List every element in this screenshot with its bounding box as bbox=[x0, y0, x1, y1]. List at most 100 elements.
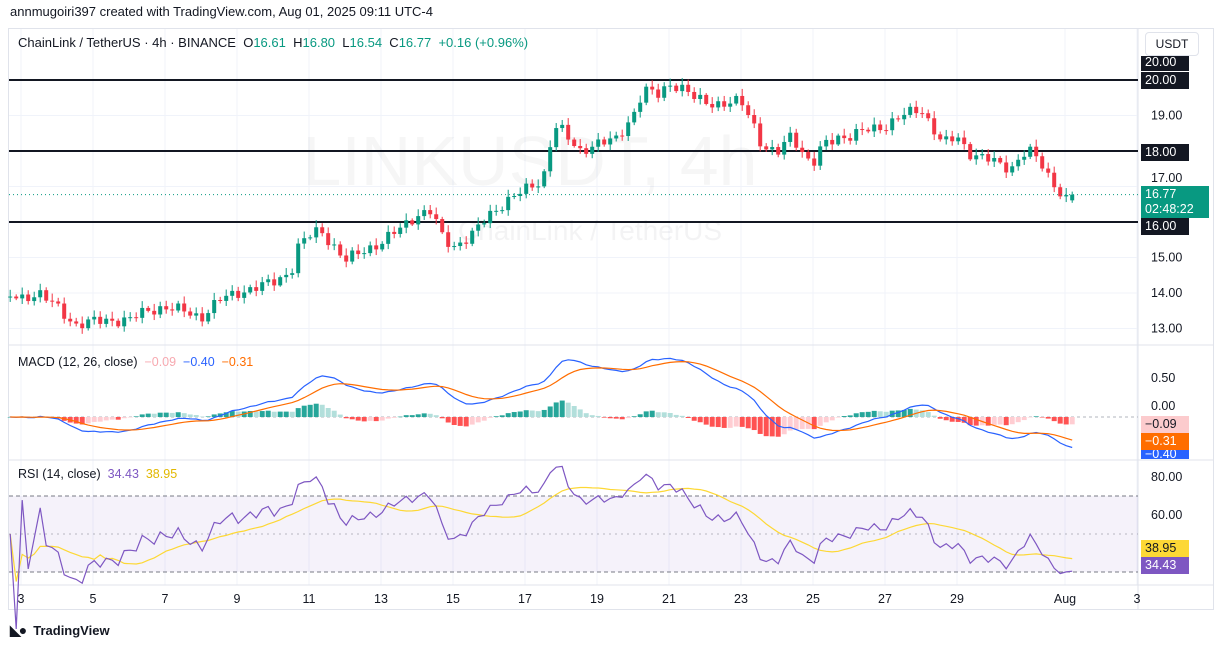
macd-hist-bar bbox=[193, 415, 199, 417]
macd-hist-bar bbox=[655, 412, 661, 417]
macd-hist-bar bbox=[1003, 417, 1009, 426]
candle-body bbox=[242, 292, 247, 298]
macd-hist-bar bbox=[781, 417, 787, 435]
candle-body bbox=[38, 290, 43, 298]
macd-hist-bar bbox=[73, 417, 79, 424]
candle-body bbox=[596, 139, 601, 147]
rsi-tag: 34.43 bbox=[1141, 557, 1189, 574]
candle-body bbox=[116, 320, 121, 327]
macd-hist-bar bbox=[493, 416, 499, 417]
macd-hist-bar bbox=[247, 411, 253, 417]
macd-hist-bar bbox=[637, 414, 643, 417]
tradingview-logo-icon: ◣● bbox=[10, 622, 27, 638]
macd-hist-bar bbox=[769, 417, 775, 437]
candle-body bbox=[878, 124, 883, 131]
macd-hist-bar bbox=[499, 415, 505, 417]
rsi-legend[interactable]: RSI (14, close) 34.43 38.95 bbox=[18, 467, 177, 481]
macd-hist-bar bbox=[835, 417, 841, 418]
candle-body bbox=[662, 86, 667, 98]
macd-hist-bar bbox=[559, 400, 565, 417]
macd-hist-bar bbox=[517, 411, 523, 417]
candle-body bbox=[380, 243, 385, 250]
macd-hist-bar bbox=[121, 417, 127, 419]
macd-hist-bar bbox=[577, 409, 583, 417]
candle-body bbox=[752, 115, 757, 124]
candle-body bbox=[476, 224, 481, 231]
candle-body bbox=[770, 147, 775, 150]
macd-hist-bar bbox=[589, 415, 595, 417]
open-label: O bbox=[243, 35, 254, 50]
candle-body bbox=[254, 287, 259, 291]
macd-hist-bar bbox=[1069, 417, 1075, 425]
candle-body bbox=[854, 129, 859, 141]
macd-hist-bar bbox=[133, 416, 139, 417]
candle-body bbox=[1040, 156, 1045, 169]
time-tick-label: 13 bbox=[374, 592, 388, 606]
time-tick-label: 11 bbox=[303, 592, 316, 606]
macd-hist-bar bbox=[361, 417, 367, 422]
macd-legend[interactable]: MACD (12, 26, close) −0.09 −0.40 −0.31 bbox=[18, 355, 253, 369]
macd-hist-bar bbox=[79, 417, 85, 425]
candle-body bbox=[680, 84, 685, 92]
candle-body bbox=[632, 111, 637, 123]
macd-hist-bar bbox=[439, 417, 445, 419]
candle-body bbox=[1010, 166, 1015, 173]
candle-body bbox=[320, 227, 325, 234]
candle-body bbox=[428, 210, 433, 215]
candle-body bbox=[1034, 146, 1039, 157]
candle-body bbox=[812, 158, 817, 166]
time-tick-label: 7 bbox=[162, 592, 169, 606]
candle-body bbox=[578, 145, 583, 149]
macd-hist-bar bbox=[613, 417, 619, 419]
macd-hist-bar bbox=[553, 402, 559, 417]
low-label: L bbox=[342, 35, 350, 50]
macd-hist-bar bbox=[607, 417, 613, 419]
candle-body bbox=[716, 101, 721, 108]
candle-body bbox=[722, 101, 727, 107]
macd-hist-bar bbox=[547, 406, 553, 417]
rsi-ma-value: 38.95 bbox=[145, 467, 178, 481]
candle-body bbox=[338, 244, 343, 256]
macd-hist-bar bbox=[793, 417, 799, 430]
candle-body bbox=[1028, 146, 1033, 157]
macd-hist-bar bbox=[367, 417, 373, 421]
macd-hist-bar bbox=[535, 411, 541, 417]
candle-body bbox=[1070, 194, 1075, 201]
candle-body bbox=[68, 318, 73, 322]
macd-hist-bar bbox=[451, 417, 457, 425]
macd-hist-bar bbox=[733, 417, 739, 427]
macd-hist-bar bbox=[415, 414, 421, 417]
candle-body bbox=[782, 141, 787, 155]
macd-hist-bar bbox=[163, 412, 169, 417]
macd-hist-bar bbox=[955, 417, 961, 422]
macd-hist-bar bbox=[199, 416, 205, 418]
candle-body bbox=[920, 113, 925, 115]
candle-body bbox=[884, 130, 889, 132]
macd-hist-bar bbox=[703, 417, 709, 425]
candle-body bbox=[350, 250, 355, 262]
candle-body bbox=[668, 85, 673, 87]
macd-hist-bar bbox=[319, 404, 325, 417]
candle-body bbox=[734, 95, 739, 104]
macd-hist-bar bbox=[157, 412, 163, 417]
candle-body bbox=[926, 113, 931, 119]
tradingview-logo[interactable]: ◣● TradingView bbox=[10, 622, 110, 639]
macd-hist-bar bbox=[295, 408, 301, 417]
macd-hist-bar bbox=[265, 410, 271, 417]
macd-hist-bar bbox=[1051, 417, 1057, 422]
price-tick-label: 17.00 bbox=[1151, 171, 1182, 185]
macd-hist-bar bbox=[475, 417, 481, 423]
macd-hist-bar bbox=[409, 415, 415, 417]
macd-hist-bar bbox=[145, 413, 151, 417]
macd-hist-bar bbox=[229, 411, 235, 417]
candle-body bbox=[800, 147, 805, 153]
macd-hist-bar bbox=[337, 414, 343, 417]
time-tick-label: 25 bbox=[806, 592, 820, 606]
currency-button[interactable]: USDT bbox=[1145, 32, 1199, 56]
candle-body bbox=[566, 124, 571, 140]
macd-hist-bar bbox=[1057, 417, 1063, 424]
symbol-legend: ChainLink / TetherUS · 4h · BINANCE O16.… bbox=[18, 35, 528, 50]
macd-hist-bar bbox=[259, 411, 265, 417]
macd-hist-bar bbox=[829, 417, 835, 421]
